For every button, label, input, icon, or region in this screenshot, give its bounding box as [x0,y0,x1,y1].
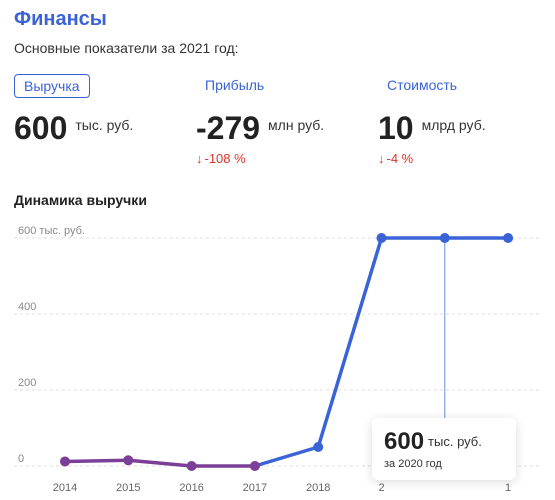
x-tick-label: 2015 [116,482,140,494]
tab-value[interactable]: Стоимость [387,77,458,93]
metric-profit: -279 млн руб. ↓ -108 % [196,110,324,170]
tab-revenue[interactable]: Выручка [14,74,90,98]
data-point [60,456,70,467]
tooltip-value: 600 [384,428,425,455]
metric-change: ↓ -4 % [378,151,486,166]
tooltip-period: за 2020 год [384,458,442,470]
series-segment [126,458,194,468]
x-tick-label: 2 [378,482,384,494]
data-point [503,233,514,243]
y-tick-label: 400 [18,301,36,313]
x-tick-label: 2016 [179,482,203,494]
metric-unit: млрд руб. [421,117,486,133]
y-tick-label: 0 [18,453,24,465]
tab-profit[interactable]: Прибыль [205,77,265,93]
arrow-down-icon: ↓ [378,151,385,166]
data-point [313,442,324,452]
chart-title: Динамика выручки [14,192,147,208]
data-point [123,455,134,466]
series-segment [316,236,384,449]
x-tick-label: 1 [505,482,511,494]
data-point [249,461,260,471]
metric-unit: тыс. руб. [75,117,134,133]
metric-value-company: 10 млрд руб. ↓ -4 % [378,110,486,170]
x-tick-label: 2018 [306,482,330,494]
metric-revenue: 600 тыс. руб. [14,110,133,170]
metric-change-value: -108 % [204,151,246,166]
chart-tooltip: 600 тыс. руб. за 2020 год [372,418,516,480]
x-tick-label: 2017 [243,482,267,494]
data-point [186,461,197,471]
series-segment [253,445,320,468]
metric-value: -279 [196,110,261,146]
metric-value: 600 [14,110,68,146]
tooltip-unit: тыс. руб. [428,434,482,449]
y-tick-label: 600 тыс. руб. [18,225,85,237]
metric-change: ↓ -108 % [196,151,324,166]
page-title: Финансы [14,8,107,30]
metric-tabs: Выручка Прибыль Стоимость [14,74,544,98]
page-subtitle: Основные показатели за 2021 год: [14,40,239,56]
y-tick-label: 200 [18,377,36,389]
arrow-down-icon: ↓ [196,151,203,166]
series-segment [63,458,131,464]
x-tick-label: 2014 [53,482,77,494]
data-point [439,233,450,243]
metric-unit: млн руб. [268,117,325,133]
revenue-line-chart: 0 200 400 600 тыс. руб. 2014 2015 2016 2017 2018… [14,225,541,494]
metric-change-value: -4 % [386,151,414,166]
metric-value: 10 [378,110,414,146]
data-point [376,233,387,243]
